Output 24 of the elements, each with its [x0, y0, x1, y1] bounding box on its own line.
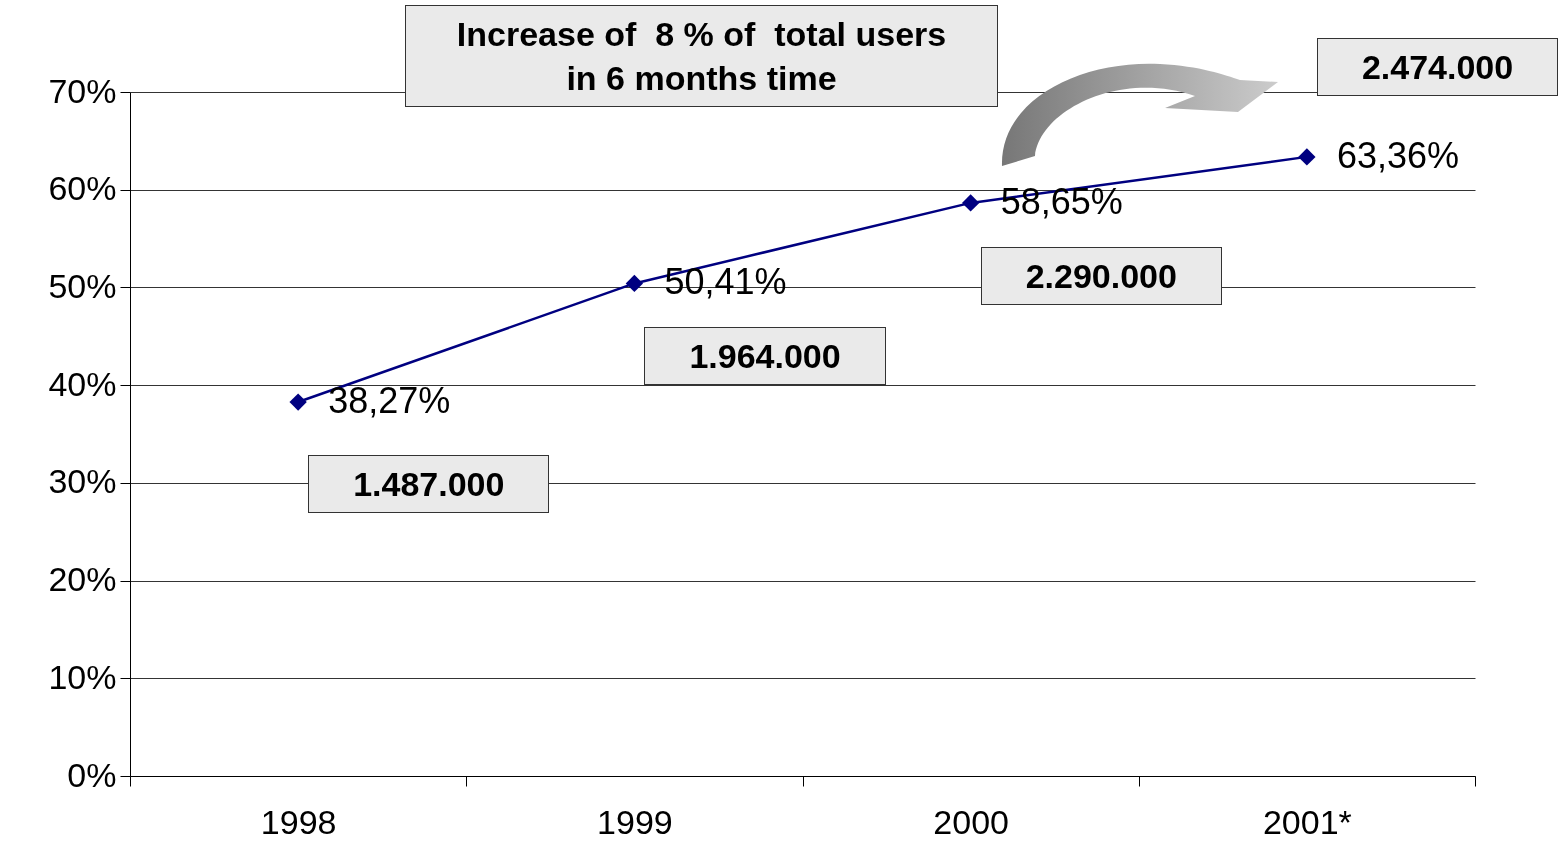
annotation: 1.964.000 — [644, 327, 886, 386]
y-tick-label: 20% — [48, 560, 117, 599]
annotation: 2.290.000 — [980, 246, 1222, 305]
point — [289, 393, 307, 411]
point — [961, 194, 980, 212]
y-tick-label: 70% — [48, 71, 117, 110]
point — [1298, 148, 1316, 166]
x-tick-label: 1998 — [260, 802, 337, 841]
data-label: 63,36% — [1336, 134, 1459, 176]
y-tick-label: 60% — [48, 169, 117, 208]
annotation: 1.487.000 — [308, 455, 550, 514]
x-tick-label: 1999 — [597, 802, 673, 841]
data-label: 58,65% — [1000, 180, 1123, 222]
annotation: Increase of 8 % of total users in 6 months time — [405, 5, 998, 107]
y-tick-label: 50% — [48, 266, 117, 305]
y-tick-label: 40% — [48, 364, 117, 403]
data-label: 38,27% — [328, 380, 451, 422]
x-tick-label: 2000 — [933, 802, 1009, 841]
x-tick-label: 2001* — [1262, 802, 1352, 841]
y-tick-label: 10% — [48, 657, 117, 696]
text: 2.474.000 — [1316, 37, 1559, 96]
y-tick-label: 30% — [48, 462, 117, 501]
point — [625, 274, 644, 293]
y-tick-label: 0% — [67, 755, 117, 794]
